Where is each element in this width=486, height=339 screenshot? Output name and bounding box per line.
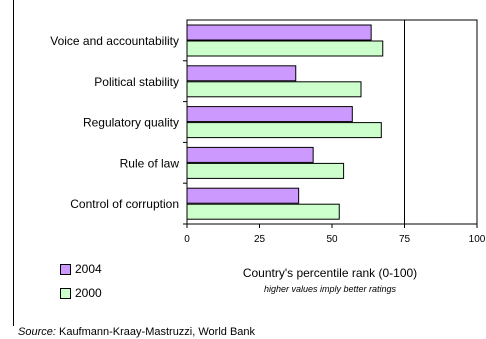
bar-2000-4 <box>186 162 345 179</box>
legend-item-2000: 2000 <box>60 286 102 300</box>
legend-swatch-2000 <box>60 287 71 299</box>
bar-2004-5 <box>186 187 300 204</box>
bar-2004-1 <box>186 24 372 41</box>
left-border-line <box>13 0 14 326</box>
x-tick-label-75: 75 <box>399 234 411 245</box>
bar-2000-1 <box>186 40 384 57</box>
x-tick-label-50: 50 <box>326 234 338 245</box>
x-tick-label-100: 100 <box>469 234 486 245</box>
legend-swatch-2004 <box>60 263 71 275</box>
bar-2000-5 <box>186 203 340 220</box>
source-prefix: Source: <box>18 326 56 338</box>
category-label-1: Voice and accountability <box>50 34 179 48</box>
bar-2004-3 <box>186 106 353 123</box>
x-axis-note: higher values imply better ratings <box>263 284 397 294</box>
category-label-2: Political stability <box>94 75 179 89</box>
bar-2004-2 <box>186 65 297 82</box>
category-label-3: Regulatory quality <box>83 116 179 130</box>
x-tick-label-0: 0 <box>184 234 190 245</box>
x-tick-label-25: 25 <box>254 234 266 245</box>
bar-2000-2 <box>186 81 362 98</box>
bar-2000-3 <box>186 122 382 139</box>
legend-label-2000: 2000 <box>75 286 102 300</box>
legend-label-2004: 2004 <box>75 262 102 276</box>
bar-2004-4 <box>186 146 314 163</box>
source-text: Kaufmann-Kraay-Mastruzzi, World Bank <box>58 326 256 338</box>
category-label-4: Rule of law <box>120 156 180 170</box>
x-axis-title: Country's percentile rank (0-100) <box>242 266 418 280</box>
legend-item-2004: 2004 <box>60 262 102 276</box>
category-label-5: Control of corruption <box>70 197 179 211</box>
source-note: Source: Kaufmann-Kraay-Mastruzzi, World … <box>18 326 255 338</box>
